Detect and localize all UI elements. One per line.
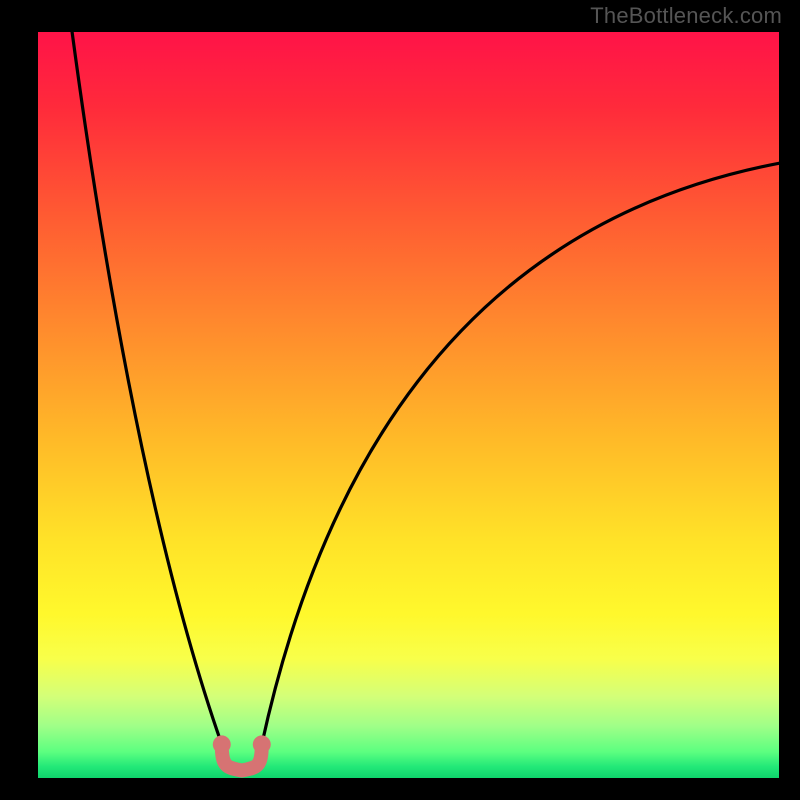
highlight-marker-left — [213, 735, 231, 753]
chart-svg-layer — [38, 32, 779, 778]
chart-frame: TheBottleneck.com — [0, 0, 800, 800]
bottleneck-curve-right — [262, 163, 779, 744]
bottleneck-curve-left — [72, 32, 222, 744]
highlight-marker-right — [253, 735, 271, 753]
plot-area — [38, 32, 779, 778]
watermark-text: TheBottleneck.com — [590, 3, 782, 29]
